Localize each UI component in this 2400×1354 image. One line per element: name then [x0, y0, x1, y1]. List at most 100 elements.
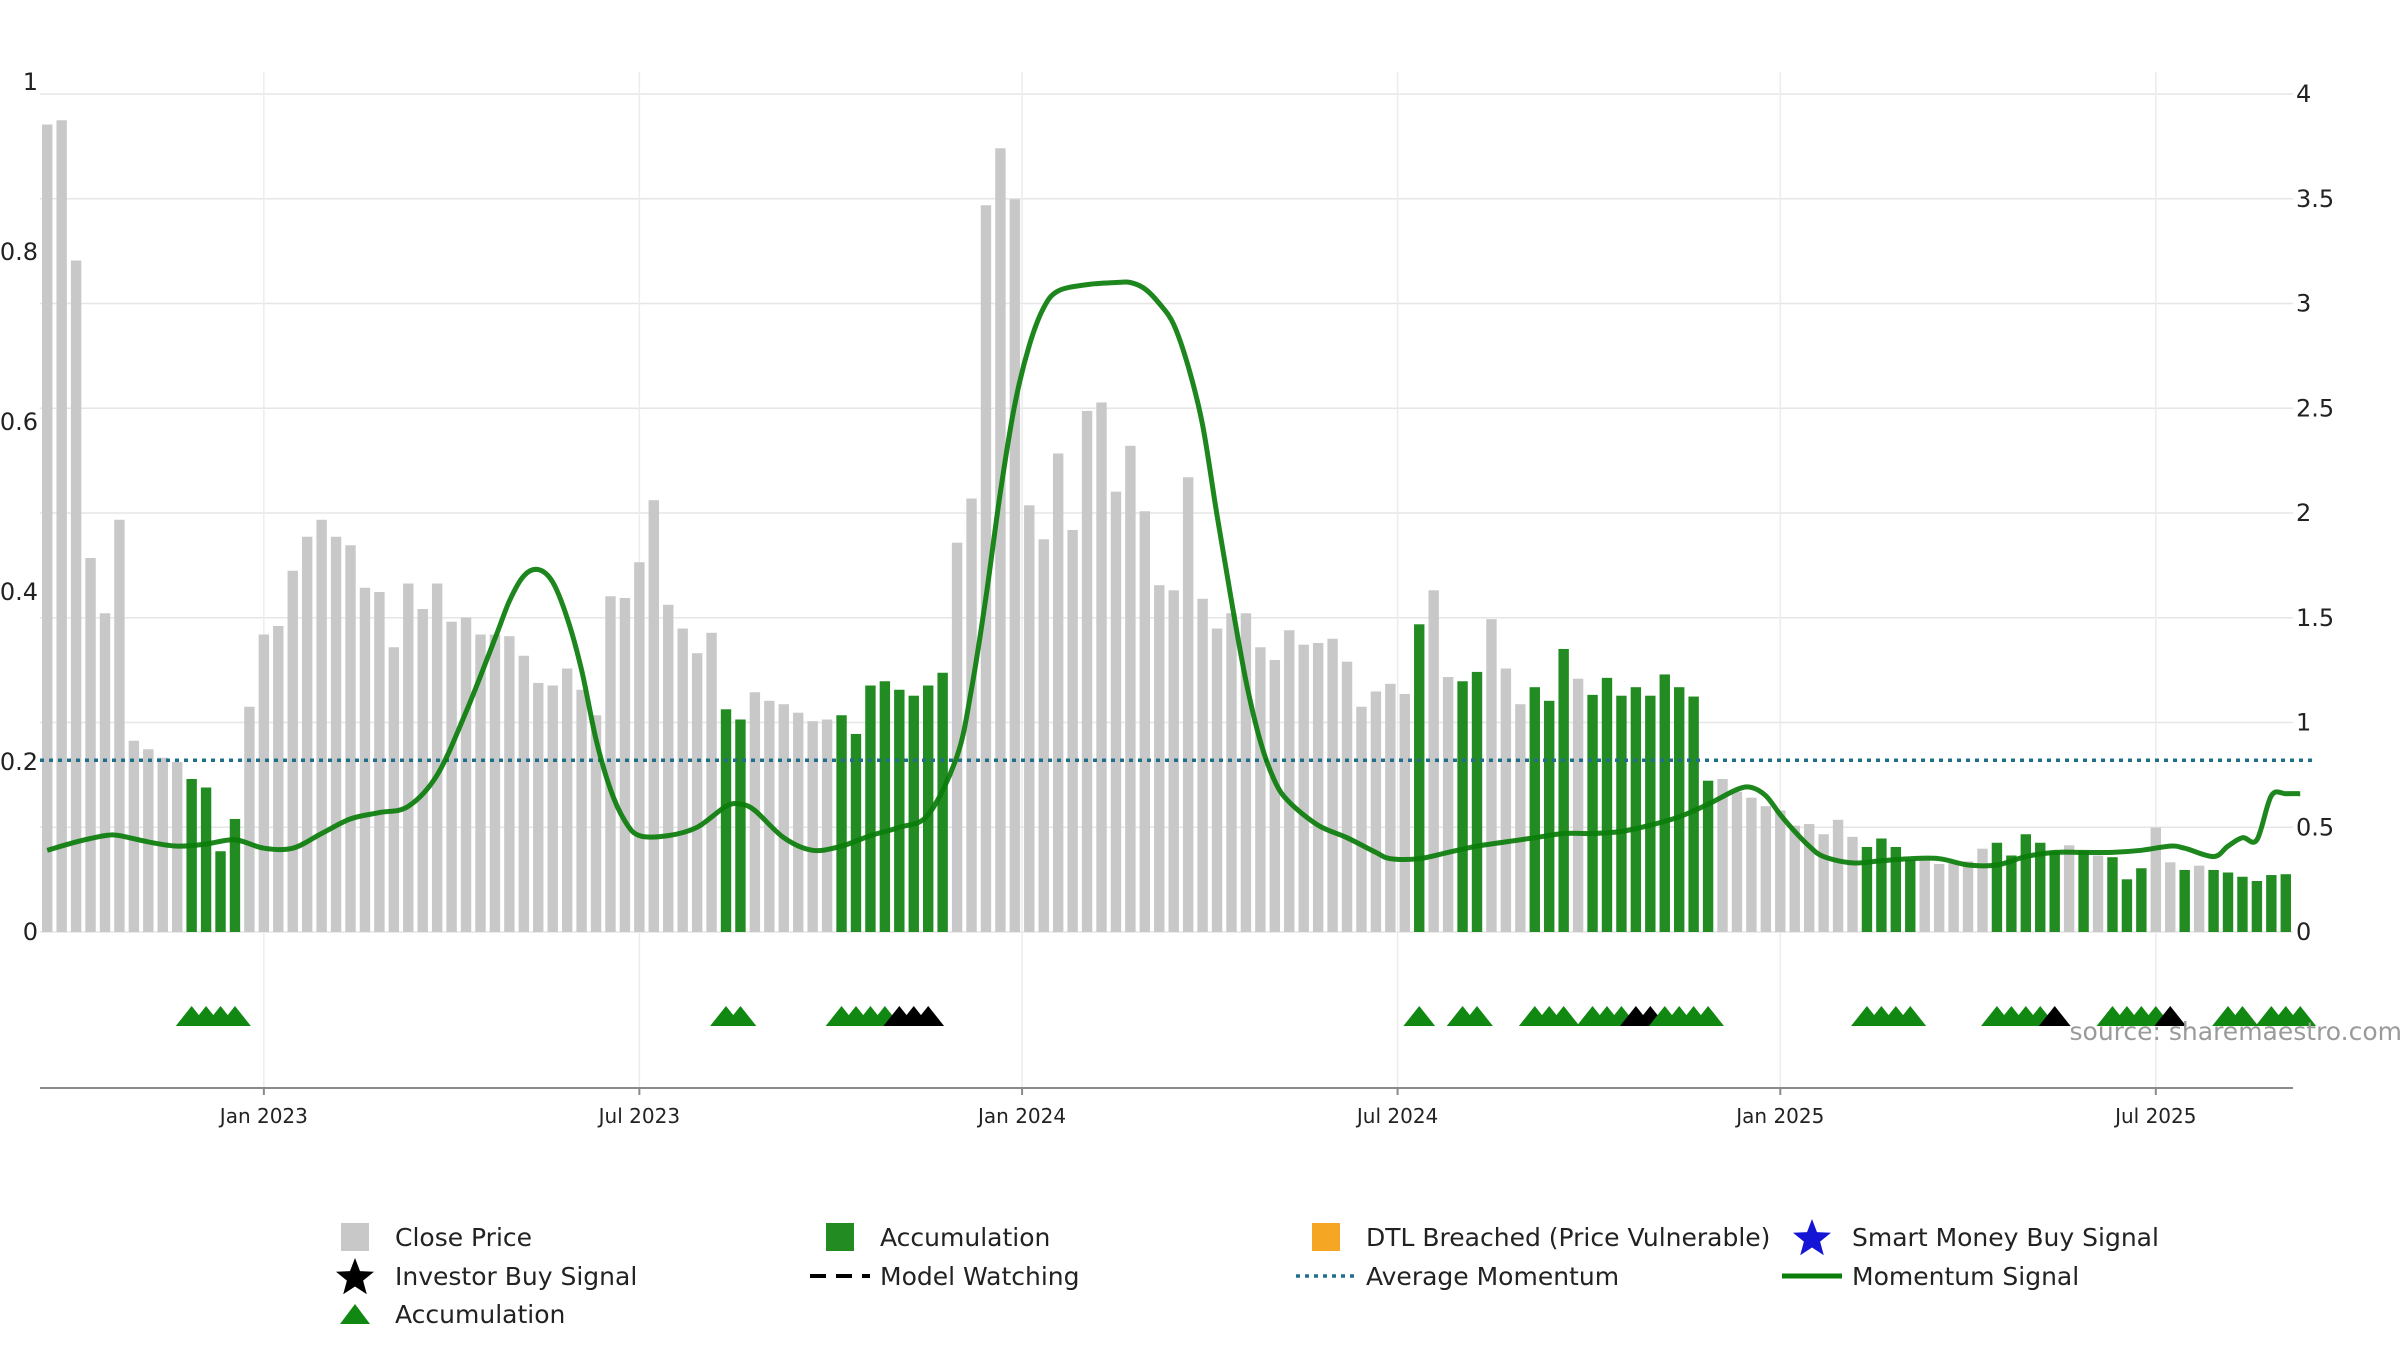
- accumulation-bar: [836, 715, 846, 932]
- accumulation-bar: [2208, 870, 2218, 932]
- close-price-legend-icon: [341, 1223, 369, 1251]
- right-axis-tick-label: 2: [2296, 499, 2311, 527]
- close-price-bar: [1039, 539, 1049, 932]
- close-price-bar: [2151, 827, 2161, 932]
- accumulation-bar: [2266, 875, 2276, 932]
- x-axis-tick-label: Jan 2024: [976, 1104, 1066, 1128]
- close-price-bar: [42, 125, 52, 933]
- close-price-bar: [548, 686, 558, 933]
- close-price-bar: [56, 120, 66, 932]
- legend-item: Momentum Signal: [1782, 1262, 2079, 1291]
- close-price-bar: [649, 500, 659, 932]
- left-axis-tick-label: 0.4: [0, 578, 38, 606]
- close-price-bar: [85, 558, 95, 932]
- close-price-bar: [331, 537, 341, 932]
- accumulation-bar: [2021, 834, 2031, 932]
- accumulation-bar: [1472, 672, 1482, 932]
- close-price-bar: [1818, 834, 1828, 932]
- right-axis-tick-label: 1.5: [2296, 604, 2334, 632]
- close-price-bar: [634, 562, 644, 932]
- legend-label: DTL Breached (Price Vulnerable): [1366, 1223, 1770, 1252]
- close-price-bar: [764, 701, 774, 932]
- accumulation-bar: [851, 734, 861, 932]
- close-price-bar: [1270, 660, 1280, 932]
- close-price-bar: [114, 520, 124, 932]
- accumulation-bar: [1660, 674, 1670, 932]
- right-axis-tick-label: 3.5: [2296, 185, 2334, 213]
- close-price-bar: [1226, 613, 1236, 932]
- accumulation-bar: [1645, 696, 1655, 932]
- close-price-bar: [1371, 691, 1381, 932]
- close-price-bar: [1732, 792, 1742, 932]
- close-price-bar: [1400, 694, 1410, 932]
- accumulation-bar: [2122, 879, 2132, 932]
- right-axis-tick-label: 2.5: [2296, 394, 2334, 422]
- left-axis-tick-label: 0.8: [0, 238, 38, 266]
- close-price-bar: [1775, 810, 1785, 932]
- legend-item: Smart Money Buy Signal: [1793, 1219, 2159, 1255]
- close-price-bar: [779, 704, 789, 932]
- close-price-bar: [1833, 820, 1843, 932]
- accumulation-bar: [186, 779, 196, 932]
- close-price-bar: [533, 683, 543, 932]
- close-price-bar: [1717, 779, 1727, 932]
- close-price-bar: [1342, 662, 1352, 932]
- accumulation-bar: [2237, 877, 2247, 932]
- left-axis-tick-label: 0: [23, 918, 38, 946]
- close-price-bar: [1010, 199, 1020, 932]
- close-price-bar: [374, 592, 384, 932]
- close-price-bar: [1977, 849, 1987, 932]
- accumulation-triangle: [1403, 1006, 1435, 1026]
- gridlines: [40, 72, 2293, 1088]
- close-price-bar: [2165, 862, 2175, 932]
- close-price-bar: [71, 261, 81, 933]
- legend-item: Accumulation: [826, 1223, 1050, 1252]
- close-price-bar: [100, 613, 110, 932]
- close-price-bar: [1573, 679, 1583, 932]
- accumulation-bar: [1876, 839, 1886, 933]
- accumulation-bar: [1587, 695, 1597, 932]
- close-price-bar: [519, 656, 529, 932]
- legend-label: Momentum Signal: [1852, 1262, 2079, 1291]
- close-price-bar: [259, 635, 269, 933]
- close-price-bar: [1212, 629, 1222, 932]
- close-price-bar: [1790, 826, 1800, 932]
- close-price-bar: [504, 636, 514, 932]
- x-axis-tick-label: Jan 2023: [218, 1104, 308, 1128]
- accumulation-bar: [2179, 870, 2189, 932]
- accumulation-bar: [230, 819, 240, 932]
- dtl-breached-legend-icon: [1312, 1223, 1340, 1251]
- close-price-bar: [1963, 861, 1973, 932]
- accumulation-bar: [1992, 843, 2002, 932]
- close-price-bar: [807, 721, 817, 932]
- legend-label: Average Momentum: [1366, 1262, 1619, 1291]
- right-axis-tick-label: 1: [2296, 709, 2311, 737]
- accumulation-bar: [1905, 860, 1915, 932]
- close-price-bar: [432, 584, 442, 933]
- close-price-bar: [1284, 630, 1294, 932]
- close-price-bar: [706, 633, 716, 932]
- legend-item: Investor Buy Signal: [336, 1258, 637, 1294]
- close-price-bar: [1111, 492, 1121, 932]
- signal-triangles: [176, 1006, 2316, 1026]
- close-price-bar: [302, 537, 312, 932]
- accumulation-bar: [2223, 873, 2233, 933]
- close-price-bar: [1746, 798, 1756, 932]
- legend-label: Close Price: [395, 1223, 532, 1252]
- close-price-bar: [1920, 860, 1930, 932]
- x-axis-tick-label: Jul 2024: [1355, 1104, 1438, 1128]
- right-axis-tick-label: 4: [2296, 80, 2311, 108]
- close-price-bar: [1299, 645, 1309, 932]
- close-price-bar: [2194, 866, 2204, 932]
- legend-label: Investor Buy Signal: [395, 1262, 637, 1291]
- close-price-bar: [576, 690, 586, 932]
- close-price-bar: [663, 605, 673, 932]
- right-axis-tick-label: 0: [2296, 918, 2311, 946]
- close-price-bar: [446, 622, 456, 932]
- x-axis-tick-label: Jul 2025: [2113, 1104, 2196, 1128]
- close-price-bar: [1053, 453, 1063, 932]
- close-price-bar: [1313, 643, 1323, 932]
- accumulation-bar: [865, 686, 875, 933]
